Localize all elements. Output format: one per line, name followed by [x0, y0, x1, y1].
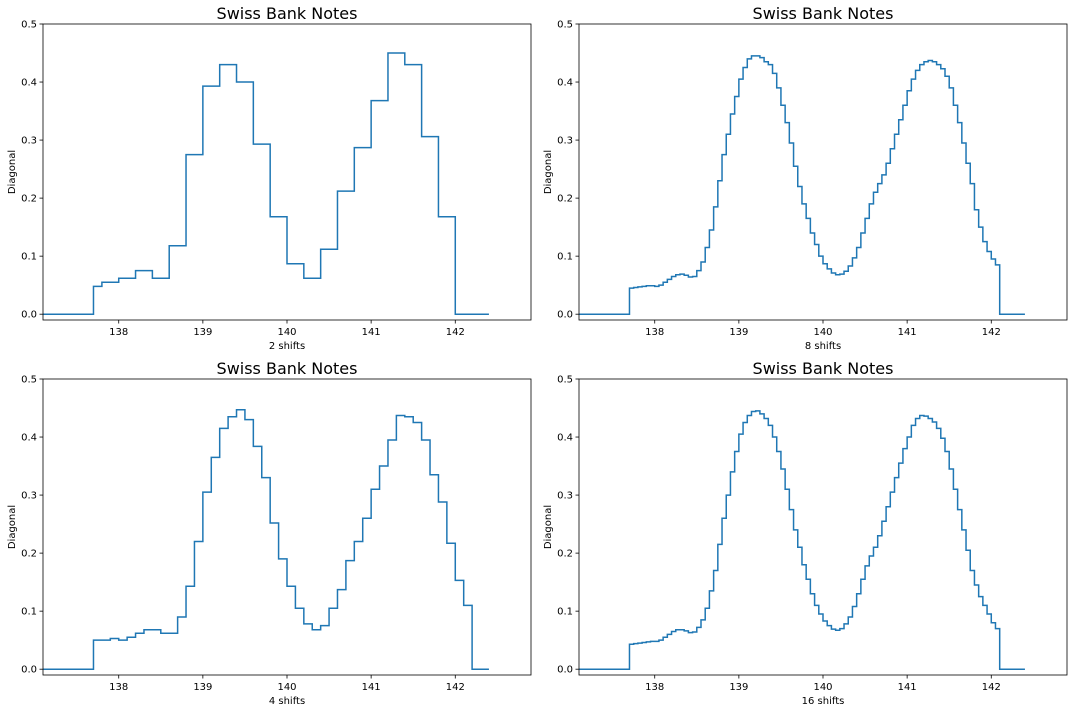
series-line	[43, 52, 489, 315]
series-line	[43, 409, 489, 670]
x-tick-label: 139	[729, 682, 748, 693]
axes-frame	[42, 23, 532, 321]
y-tick-label: 0.2	[557, 549, 573, 560]
axes-frame	[578, 23, 1068, 321]
y-tick-label: 0.4	[557, 433, 573, 444]
x-axis-label: 16 shifts	[802, 696, 845, 707]
chart-title: Swiss Bank Notes	[217, 359, 358, 378]
x-tick-label: 142	[982, 327, 1001, 338]
x-tick-label: 138	[645, 327, 664, 338]
chart-panel-3: 138 139 140 141 142 0.0 0.1 0.2 0.3 0.4 0.5 Swiss B…	[7, 359, 532, 707]
y-tick-label: 0.1	[21, 252, 37, 263]
y-tick-label: 0.0	[21, 665, 37, 676]
y-axis-label: Diagonal	[543, 505, 554, 549]
y-axis-label: Diagonal	[7, 150, 18, 194]
x-tick-label: 140	[813, 682, 832, 693]
y-tick-label: 0.5	[21, 20, 37, 31]
x-tick-label: 141	[362, 682, 381, 693]
x-tick-label: 140	[277, 682, 296, 693]
y-tick-label: 0.4	[21, 78, 37, 89]
chart-title: Swiss Bank Notes	[217, 4, 358, 23]
axes-frame	[578, 378, 1068, 676]
y-tick-label: 0.2	[21, 194, 37, 205]
y-tick-label: 0.5	[21, 375, 37, 386]
x-tick-label: 142	[446, 327, 465, 338]
series-line	[579, 410, 1025, 670]
chart-title: Swiss Bank Notes	[753, 4, 894, 23]
y-tick-label: 0.1	[21, 607, 37, 618]
y-tick-label: 0.5	[557, 375, 573, 386]
y-tick-label: 0.2	[557, 194, 573, 205]
x-tick-label: 138	[109, 327, 128, 338]
x-tick-label: 141	[362, 327, 381, 338]
y-axis-label: Diagonal	[543, 150, 554, 194]
x-tick-label: 142	[982, 682, 1001, 693]
y-axis-label: Diagonal	[7, 505, 18, 549]
chart-panel-1: 138 139 140 141 142 0.0 0.1 0.2 0.3 0.4 0.5 Swiss B…	[7, 4, 532, 352]
y-tick-label: 0.2	[21, 549, 37, 560]
y-tick-label: 0.3	[557, 136, 573, 147]
x-axis-label: 4 shifts	[269, 696, 305, 707]
x-tick-label: 139	[193, 682, 212, 693]
x-axis-label: 2 shifts	[269, 341, 305, 352]
y-tick-label: 0.3	[557, 491, 573, 502]
y-tick-label: 0.1	[557, 252, 573, 263]
x-tick-label: 141	[898, 327, 917, 338]
y-tick-label: 0.1	[557, 607, 573, 618]
y-tick-label: 0.0	[557, 665, 573, 676]
x-tick-label: 140	[813, 327, 832, 338]
chart-panel-4: 138 139 140 141 142 0.0 0.1 0.2 0.3 0.4 0.5 Swiss B…	[543, 359, 1068, 707]
x-tick-label: 142	[446, 682, 465, 693]
x-axis-label: 8 shifts	[805, 341, 841, 352]
y-tick-label: 0.0	[557, 310, 573, 321]
y-tick-label: 0.5	[557, 20, 573, 31]
series-line	[579, 55, 1025, 315]
x-tick-label: 138	[109, 682, 128, 693]
x-tick-label: 140	[277, 327, 296, 338]
axes-frame	[42, 378, 532, 676]
x-tick-label: 141	[898, 682, 917, 693]
chart-title: Swiss Bank Notes	[753, 359, 894, 378]
y-tick-label: 0.3	[21, 491, 37, 502]
x-tick-label: 139	[729, 327, 748, 338]
x-tick-label: 139	[193, 327, 212, 338]
y-tick-label: 0.4	[557, 78, 573, 89]
x-tick-label: 138	[645, 682, 664, 693]
y-tick-label: 0.4	[21, 433, 37, 444]
y-tick-label: 0.3	[21, 136, 37, 147]
y-tick-label: 0.0	[21, 310, 37, 321]
chart-panel-2: 138 139 140 141 142 0.0 0.1 0.2 0.3 0.4 0.5 Swiss B…	[543, 4, 1068, 352]
